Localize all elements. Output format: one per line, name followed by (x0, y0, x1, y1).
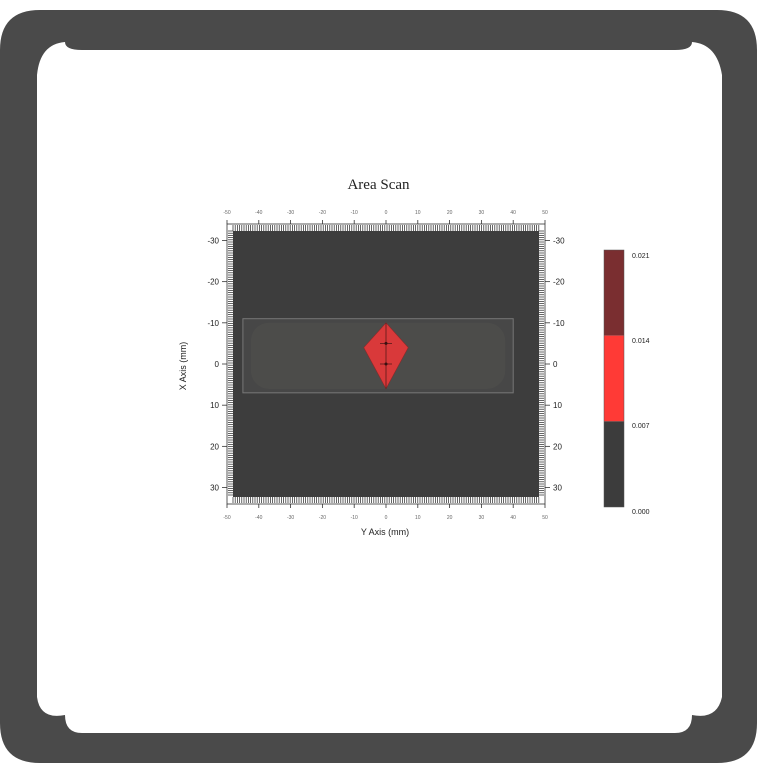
y-tick-label-right: 30 (553, 484, 562, 493)
colorbar-band (604, 250, 624, 336)
colorbar-band (604, 421, 624, 507)
x-tick-label-top: -30 (287, 210, 294, 216)
colorbar-tick-label: 0.007 (632, 423, 650, 430)
x-tick-label-top: -20 (319, 210, 326, 216)
x-tick-label-top: 10 (415, 210, 421, 216)
y-tick-label-left: -10 (207, 319, 219, 328)
x-tick-label-bottom: -50 (223, 515, 230, 521)
colorbar-tick-label: 0.014 (632, 338, 650, 345)
y-tick-label-right: 10 (553, 401, 562, 410)
x-tick-label-top: 20 (447, 210, 453, 216)
y-tick-label-left: 20 (210, 442, 219, 451)
x-tick-label-bottom: -30 (287, 515, 294, 521)
y-axis-title: X Axis (mm) (178, 342, 188, 391)
x-tick-label-bottom: -10 (351, 515, 358, 521)
y-tick-label-right: -10 (553, 319, 565, 328)
hotspot-marker-dot (384, 341, 388, 345)
y-tick-label-right: -20 (553, 278, 565, 287)
y-tick-label-left: 10 (210, 401, 219, 410)
x-tick-label-top: 30 (479, 210, 485, 216)
colorbar-border (603, 249, 625, 508)
y-tick-label-right: 20 (553, 442, 562, 451)
x-tick-label-top: -10 (351, 210, 358, 216)
x-tick-label-top: 40 (510, 210, 516, 216)
colorbar-tick-label: 0.000 (632, 509, 650, 516)
y-tick-label-left: -30 (207, 236, 219, 245)
colorbar-tick-label: 0.021 (632, 253, 650, 260)
x-tick-label-bottom: 30 (479, 515, 485, 521)
x-tick-label-bottom: 20 (447, 515, 453, 521)
y-tick-label-right: -30 (553, 236, 565, 245)
x-tick-label-top: 0 (385, 210, 388, 216)
x-tick-label-bottom: -40 (255, 515, 262, 521)
x-tick-label-top: 50 (542, 210, 548, 216)
hotspot-marker-dot (384, 362, 388, 366)
x-tick-label-bottom: 40 (510, 515, 516, 521)
x-axis-title: Y Axis (mm) (361, 527, 409, 537)
x-tick-label-bottom: 0 (385, 515, 388, 521)
x-tick-label-top: -40 (255, 210, 262, 216)
x-tick-label-top: -50 (223, 210, 230, 216)
y-tick-label-left: -20 (207, 278, 219, 287)
y-tick-label-right: 0 (553, 360, 558, 369)
x-tick-label-bottom: -20 (319, 515, 326, 521)
chart-title: Area Scan (347, 177, 410, 193)
y-tick-label-left: 0 (215, 360, 220, 369)
x-tick-label-bottom: 10 (415, 515, 421, 521)
colorbar-band (604, 335, 624, 422)
y-tick-label-left: 30 (210, 484, 219, 493)
x-tick-label-bottom: 50 (542, 515, 548, 521)
